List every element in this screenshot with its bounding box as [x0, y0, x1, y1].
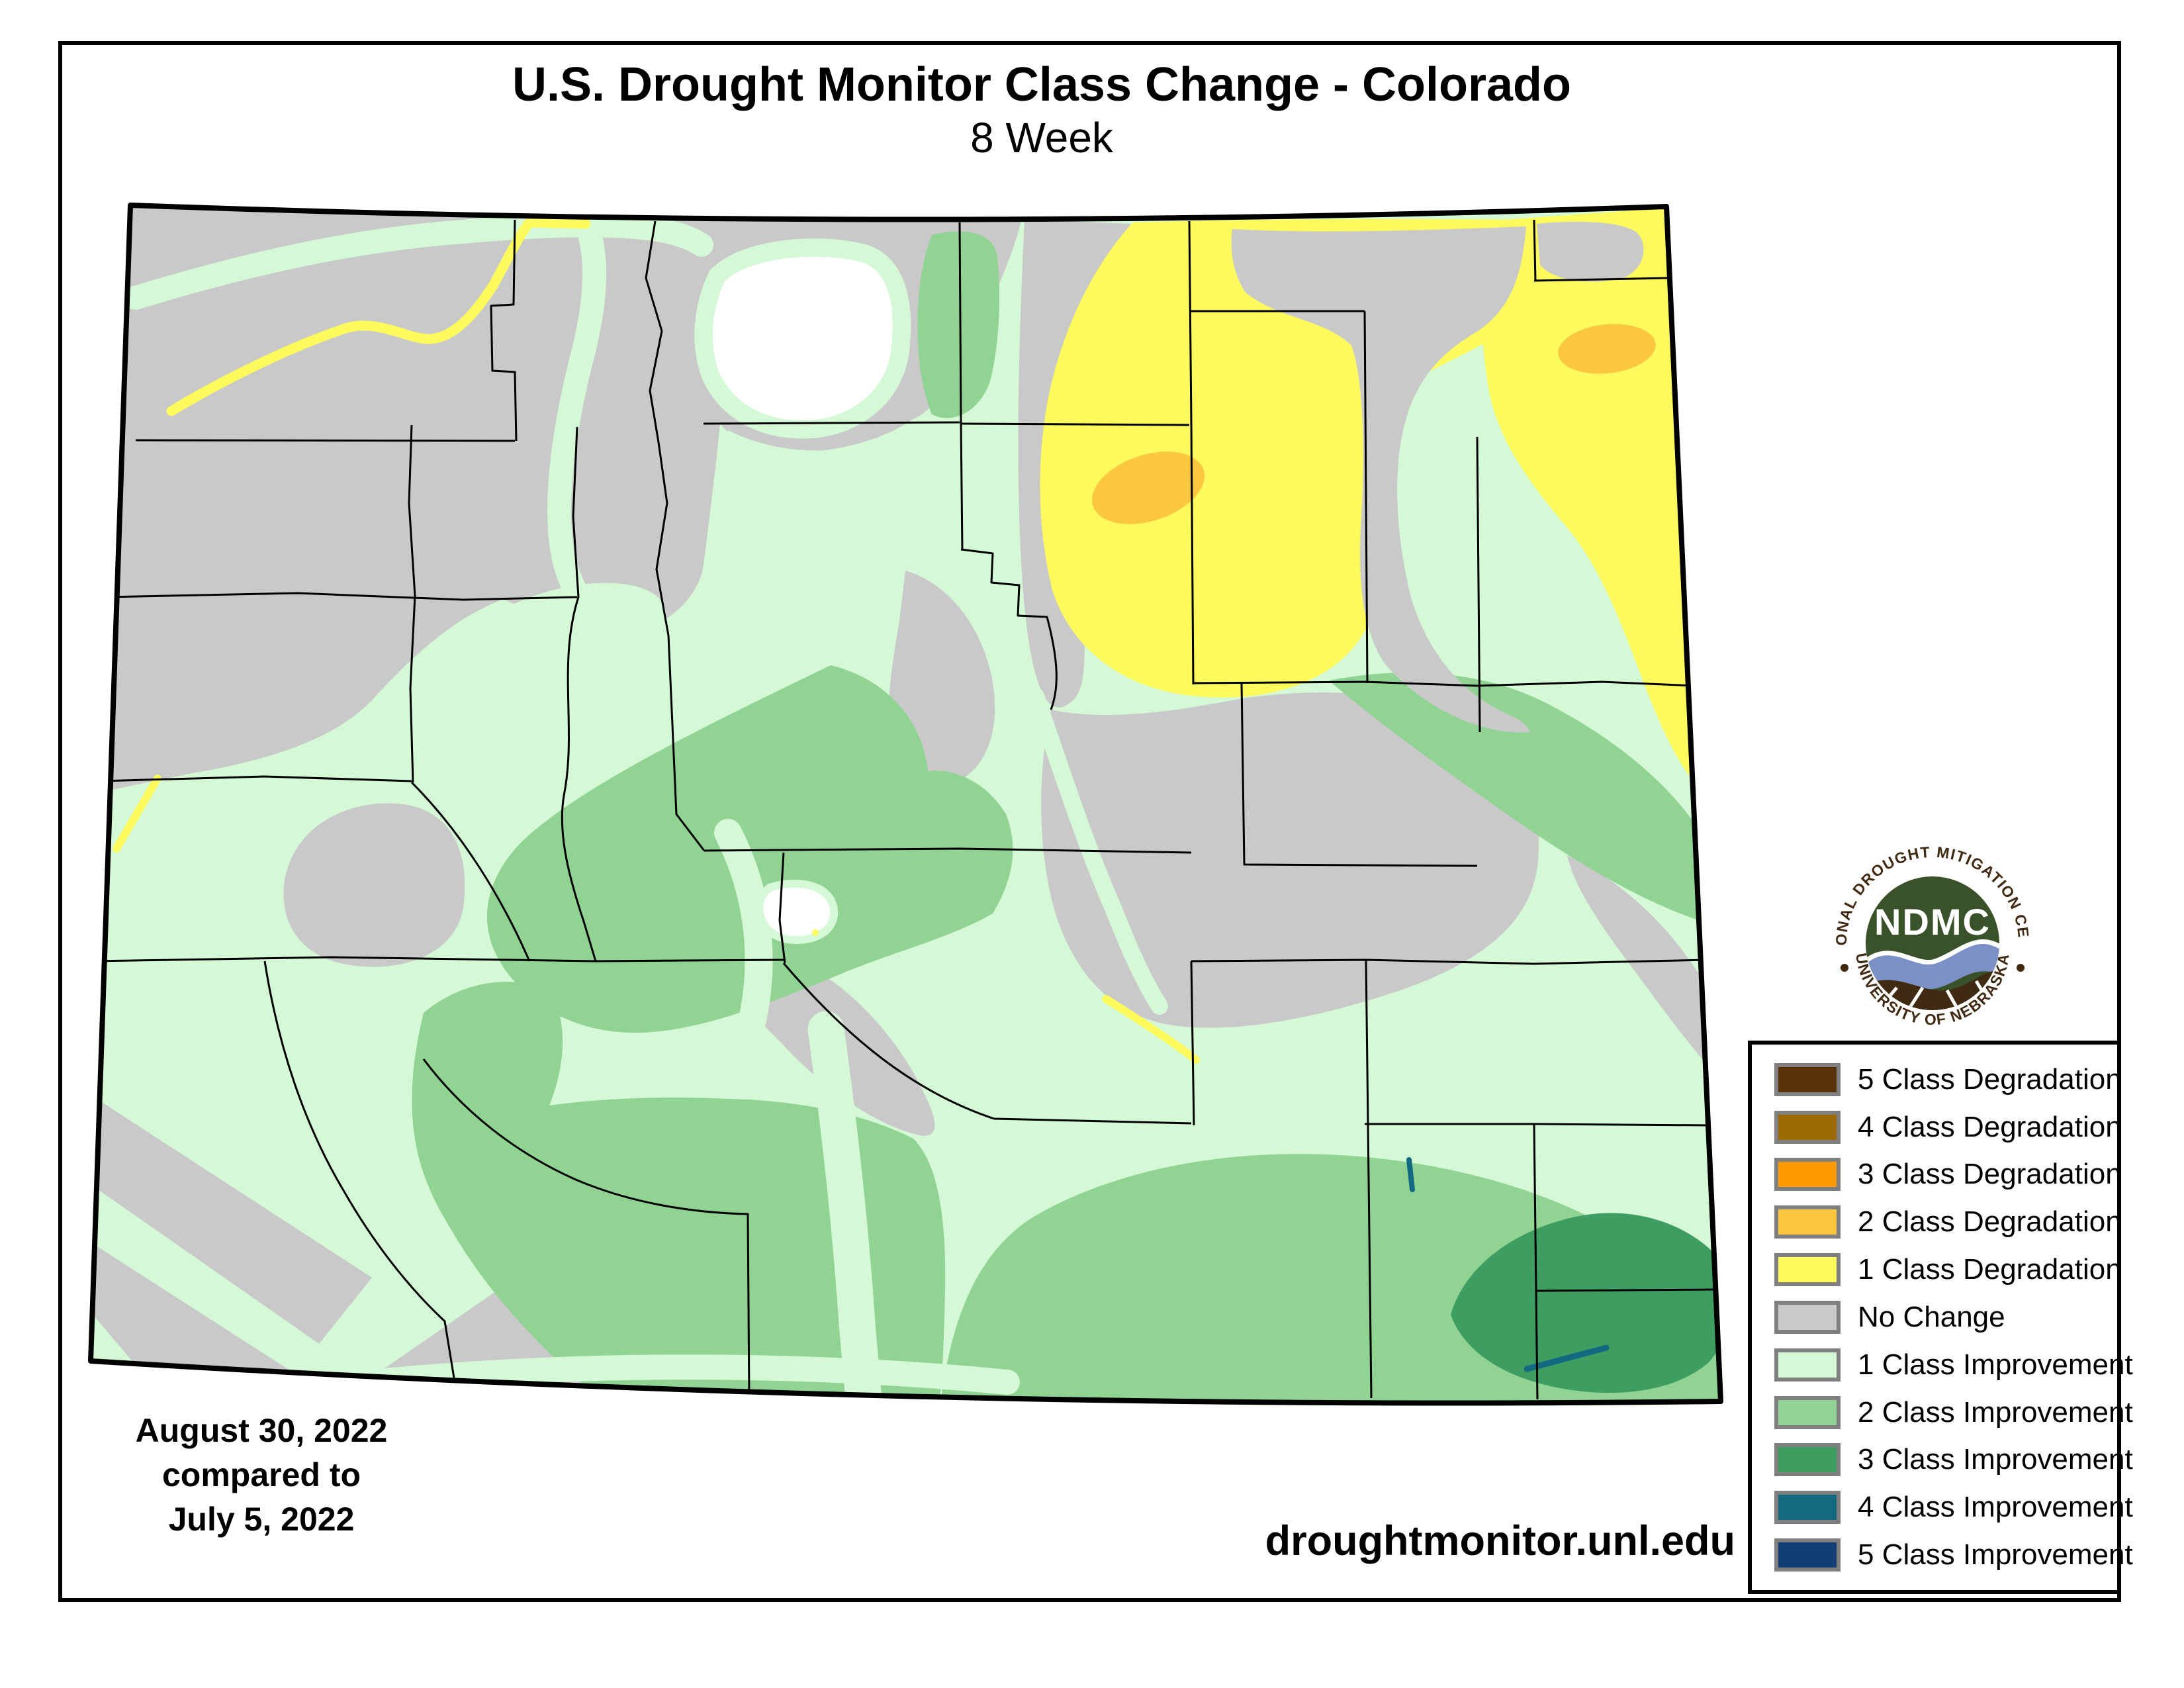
region-no-change-sw-wedge-1: [93, 1098, 372, 1344]
region-no-change-ne-corner-blob: [1537, 221, 1644, 282]
legend-label: 2 Class Improvement: [1858, 1395, 2133, 1429]
legend-item: 5 Class Degradation: [1774, 1060, 2122, 1099]
logo-dot-left: [1841, 964, 1848, 972]
legend-swatch-1cd: [1774, 1253, 1841, 1287]
legend-item: 4 Class Degradation: [1774, 1108, 2122, 1147]
date-compared-to: compared to: [161, 1456, 361, 1493]
legend-swatch-5ci: [1774, 1538, 1841, 1572]
legend-label: No Change: [1858, 1300, 2005, 1333]
legend-item: 2 Class Degradation: [1774, 1203, 2122, 1241]
legend-label: 4 Class Degradation: [1858, 1110, 2122, 1143]
page-title: U.S. Drought Monitor Class Change - Colo…: [512, 58, 1571, 111]
region-no-change-sw-wedge-2: [91, 1243, 312, 1395]
legend-item: 1 Class Degradation: [1774, 1250, 2122, 1289]
date-previous: July 5, 2022: [168, 1501, 355, 1538]
legend-swatch-3cd: [1774, 1158, 1841, 1192]
region-3ci-southeast-blob: [1451, 1213, 1721, 1393]
legend-item: No Change: [1774, 1298, 2117, 1336]
region-no-change-west-central-blob: [283, 803, 465, 967]
county-boundaries: [93, 219, 1716, 1400]
region-no-change-east-tail: [1567, 855, 1715, 1060]
legend-item: 5 Class Improvement: [1774, 1536, 2133, 1574]
legend-label: 5 Class Degradation: [1858, 1062, 2122, 1096]
legend-label: 4 Class Improvement: [1858, 1491, 2133, 1524]
legend-label: 5 Class Improvement: [1858, 1538, 2133, 1571]
white-patch-small: [763, 887, 831, 937]
white-patch-north-center: [712, 256, 893, 421]
title-block: U.S. Drought Monitor Class Change - Colo…: [58, 58, 2025, 162]
date-current: August 30, 2022: [135, 1412, 388, 1449]
legend-swatch-5cd: [1774, 1062, 1841, 1096]
logo-acronym: NDMC: [1874, 901, 1991, 943]
regions-3-4-class-improvement: [1406, 1157, 1721, 1393]
channel-south-vertical: [807, 1011, 884, 1403]
region-2ci-southern-belt: [412, 982, 946, 1398]
legend-item: 4 Class Improvement: [1774, 1488, 2133, 1526]
regions-no-data: [694, 238, 911, 944]
logo-wave-line: [1866, 939, 1999, 964]
improvement-channels: [124, 209, 1168, 1403]
legend-label: 1 Class Degradation: [1858, 1253, 2122, 1286]
region-2ci-east-band: [1329, 673, 1717, 921]
map-outer-frame: [58, 41, 2121, 1602]
channel-north-descending: [547, 209, 607, 618]
state-outline: [88, 203, 1723, 1406]
channel-central-diagonal: [1027, 688, 1168, 1015]
legend-swatch-nochange: [1774, 1300, 1841, 1334]
legend: 5 Class Degradation 4 Class Degradation …: [1748, 1041, 2133, 1594]
streak-1cd-central: [1102, 995, 1200, 1064]
legend-swatch-1ci: [1774, 1348, 1841, 1382]
legend-label: 1 Class Improvement: [1858, 1348, 2133, 1381]
regions-no-change-over-yellow: [1231, 221, 1644, 733]
logo-ground-cracks: [1881, 980, 1990, 1010]
legend-label: 3 Class Improvement: [1858, 1443, 2133, 1476]
degradation-streaks: [113, 217, 1200, 1064]
yellow-speck: [812, 929, 819, 936]
streak-1cd-west-edge: [113, 774, 161, 853]
legend-label: 3 Class Degradation: [1858, 1158, 2122, 1191]
legend-swatch-3ci: [1774, 1443, 1841, 1477]
channel-mouth: [459, 583, 666, 688]
band-northwest-top: [124, 213, 713, 310]
date-comparison: August 30, 2022 compared to July 5, 2022: [69, 1409, 453, 1542]
legend-item: 1 Class Improvement: [1774, 1346, 2133, 1384]
region-2cd-blob-west: [1091, 451, 1205, 524]
region-no-change-ne-column: [1231, 226, 1530, 733]
legend-item: 3 Class Improvement: [1774, 1440, 2133, 1479]
legend-label: 2 Class Degradation: [1858, 1205, 2122, 1239]
region-4ci-dash-central: [1406, 1157, 1415, 1192]
legend-item: 3 Class Degradation: [1774, 1155, 2122, 1194]
region-1ci-pocket-below-white: [728, 430, 933, 722]
channel-mid-west: [714, 819, 773, 1068]
legend-swatch-2ci: [1774, 1395, 1841, 1429]
legend-swatch-4ci: [1774, 1491, 1841, 1524]
page-subtitle: 8 Week: [970, 114, 1113, 162]
website-url: droughtmonitor.unl.edu: [1265, 1518, 1735, 1564]
region-no-change-central-east: [1041, 692, 1539, 1028]
regions-2-class-degradation: [1091, 324, 1656, 524]
logo-water-wave: [1866, 941, 1999, 990]
region-4ci-line-southeast: [1524, 1344, 1610, 1372]
region-2ci-north-center-patch: [917, 231, 1000, 418]
logo-dot-right: [2017, 964, 2025, 972]
region-2cd-blob-northeast: [1558, 324, 1656, 374]
drought-regions: [91, 205, 1721, 1403]
legend-swatch-4cd: [1774, 1110, 1841, 1144]
legend-swatch-2cd: [1774, 1205, 1841, 1239]
legend-item: 2 Class Improvement: [1774, 1393, 2133, 1432]
streak-1cd-northwest-arc: [166, 217, 591, 416]
